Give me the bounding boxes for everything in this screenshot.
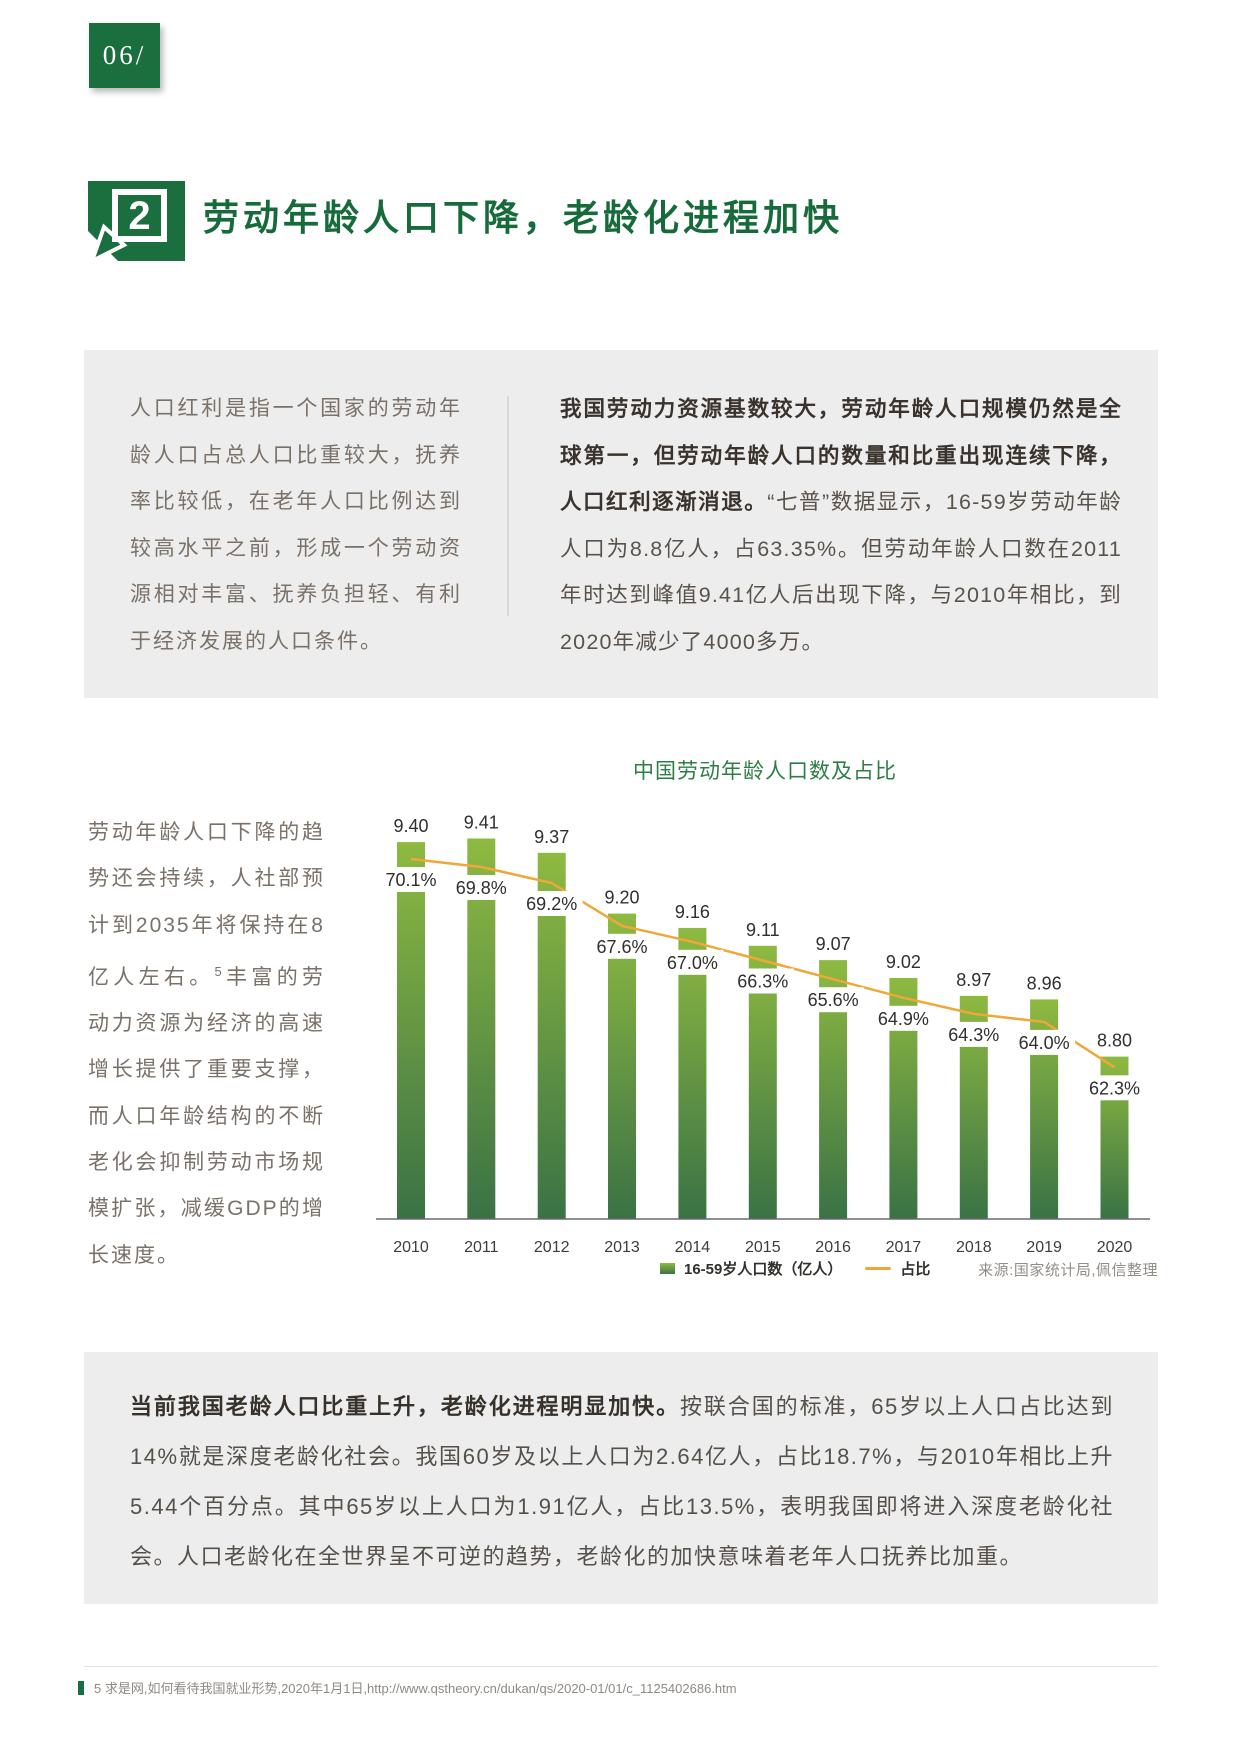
intro-analysis-bold: 我国劳动力资源基数较大，劳动年龄人口规模仍然是全球第一，但劳动年龄人口的数量和比… — [560, 397, 1122, 514]
footnote: 5 求是网,如何看待我国就业形势,2020年1月1日,http://www.qs… — [78, 1678, 737, 1697]
chart-source: 来源:国家统计局,佩信整理 — [978, 1262, 1158, 1279]
pct-label: 64.9% — [878, 1009, 929, 1029]
x-axis-label: 2011 — [464, 1239, 499, 1256]
aside-text-1: 劳动年龄人口下降的趋势还会持续，人社部预计到2035年将保持在8亿人左右。 — [88, 821, 325, 989]
footnote-ref: 5 — [214, 963, 224, 979]
bar-value-label: 9.20 — [604, 888, 639, 908]
pct-label-bg — [942, 1021, 1005, 1047]
pct-label: 65.6% — [808, 990, 859, 1010]
pct-label-bg — [802, 987, 865, 1013]
pct-label-bg — [661, 949, 724, 975]
pct-label: 67.6% — [596, 937, 647, 957]
pct-label: 70.1% — [385, 870, 436, 890]
intro-definition-text: 人口红利是指一个国家的劳动年龄人口占总人口比重较大，抚养率比较低，在老年人口比例… — [130, 397, 462, 653]
chart-legend: 16-59岁人口数（亿人） 占比 — [660, 1257, 930, 1279]
bar-value-label: 9.40 — [393, 816, 428, 836]
column-divider — [507, 396, 509, 616]
x-axis-label: 2020 — [1097, 1239, 1133, 1256]
x-axis-label: 2018 — [956, 1239, 992, 1256]
aside-text-2: 丰富的劳动力资源为经济的高速增长提供了重要支撑，而人口年龄结构的不断老化会抑制劳… — [88, 965, 326, 1267]
bar-value-label: 9.11 — [746, 920, 780, 940]
footnote-text: 5 求是网,如何看待我国就业形势,2020年1月1日,http://www.qs… — [94, 1681, 737, 1696]
line-series-swatch-icon — [865, 1266, 892, 1270]
bar-2010 — [397, 842, 425, 1219]
pct-label: 67.0% — [667, 953, 718, 973]
bar-series-swatch-icon — [660, 1262, 675, 1274]
chart-title: 中国劳动年龄人口数及占比 — [633, 760, 897, 783]
intro-analysis-rest: “七普”数据显示，16-59岁劳动年龄人口为8.8亿人，占63.35%。但劳动年… — [560, 490, 1123, 654]
trend-line — [410, 857, 1116, 1069]
pct-label: 66.3% — [737, 972, 788, 992]
chart-svg: 9.40 9.41 9.37 9.20 9.16 9.11 9.07 9.02 8.97 8.96… — [376, 813, 1150, 1256]
intro-panel: 人口红利是指一个国家的劳动年龄人口占总人口比重较大，抚养率比较低，在老年人口比例… — [84, 350, 1158, 698]
x-axis-label: 2016 — [815, 1239, 851, 1256]
aside-paragraph: 劳动年龄人口下降的趋势还会持续，人社部预计到2035年将保持在8亿人左右。5丰富… — [88, 810, 325, 1279]
bar-value-label: 8.97 — [956, 970, 991, 990]
section-number-icon: 2 — [88, 181, 185, 266]
x-axis-label: 2013 — [604, 1239, 640, 1256]
intro-analysis-text: 我国劳动力资源基数较大，劳动年龄人口规模仍然是全球第一，但劳动年龄人口的数量和比… — [560, 386, 1122, 665]
bar-value-label: 9.16 — [675, 902, 710, 922]
aging-text: 当前我国老龄人口比重上升，老龄化进程明显加快。按联合国的标准，65岁以上人口占比… — [130, 1382, 1114, 1582]
pct-label-bg — [450, 875, 513, 900]
x-axis-label: 2017 — [886, 1239, 922, 1256]
x-axis-label: 2014 — [675, 1239, 711, 1256]
pct-label: 64.0% — [1019, 1033, 1070, 1053]
line-series-label: 占比 — [900, 1260, 931, 1278]
bar-value-label: 9.41 — [464, 813, 499, 833]
section-title: 劳动年龄人口下降，老龄化进程加快 — [203, 197, 844, 238]
pct-label: 64.3% — [948, 1025, 999, 1045]
pct-label-bg — [520, 891, 583, 916]
footnote-marker-icon — [78, 1680, 84, 1695]
bar-value-label: 8.96 — [1027, 973, 1062, 993]
pct-label-bg — [1083, 1075, 1146, 1101]
pct-label-bg — [380, 867, 442, 892]
bar-value-label: 9.37 — [534, 827, 569, 847]
section-number: 2 — [128, 194, 150, 238]
page-number-badge: 06/ — [89, 23, 160, 88]
section-badge: 2 — [88, 181, 185, 266]
bar-2014 — [678, 927, 707, 1219]
pct-label: 69.2% — [526, 894, 577, 914]
aging-panel: 当前我国老龄人口比重上升，老龄化进程明显加快。按联合国的标准，65岁以上人口占比… — [84, 1352, 1158, 1604]
x-axis-label: 2015 — [745, 1239, 781, 1256]
bar-value-label: 9.02 — [886, 952, 921, 972]
pct-label-bg — [1013, 1029, 1076, 1055]
x-axis-label: 2012 — [534, 1239, 570, 1256]
pct-label: 62.3% — [1089, 1078, 1140, 1098]
labor-population-chart: 9.40 9.41 9.37 9.20 9.16 9.11 9.07 9.02 8.97 8.96… — [330, 760, 1160, 1265]
page-number: 06/ — [102, 40, 147, 70]
x-axis-label: 2019 — [1026, 1239, 1062, 1256]
footnote-divider — [84, 1666, 1158, 1667]
x-axis-label: 2010 — [393, 1239, 429, 1256]
aging-text-bold: 当前我国老龄人口比重上升，老龄化进程明显加快。 — [130, 1394, 680, 1419]
bar-2011 — [467, 838, 496, 1219]
pct-label: 69.8% — [456, 878, 507, 898]
bar-2013 — [608, 913, 636, 1219]
pct-label-bg — [872, 1005, 935, 1031]
aging-text-rest: 按联合国的标准，65岁以上人口占比达到14%就是深度老龄化社会。我国60岁及以上… — [130, 1394, 1114, 1569]
pct-label-bg — [731, 968, 794, 994]
bar-series-label: 16-59岁人口数（亿人） — [684, 1260, 843, 1278]
bar-value-label: 9.07 — [816, 934, 851, 954]
bar-value-label: 8.80 — [1097, 1031, 1132, 1051]
pct-label-bg — [591, 933, 653, 959]
